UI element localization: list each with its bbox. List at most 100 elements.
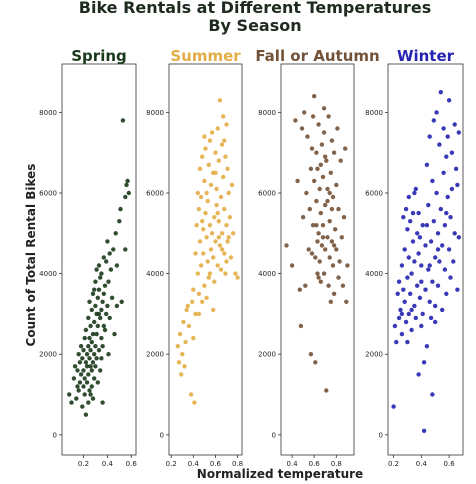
data-point <box>309 146 315 151</box>
data-point <box>212 279 217 284</box>
data-point <box>83 327 89 333</box>
data-point <box>327 219 332 224</box>
data-point <box>218 194 224 200</box>
data-point <box>336 275 341 280</box>
data-point <box>195 190 200 196</box>
data-point <box>321 130 327 135</box>
data-point <box>408 219 413 224</box>
data-point <box>412 259 417 264</box>
data-point <box>202 134 207 139</box>
data-point <box>431 219 436 224</box>
data-point <box>415 231 420 236</box>
data-point <box>314 223 319 228</box>
data-point <box>114 303 120 309</box>
data-point <box>82 392 87 397</box>
data-point <box>412 190 417 196</box>
x-tick-label: 0.8 <box>331 460 342 468</box>
data-point <box>453 166 459 171</box>
data-point <box>191 287 196 292</box>
data-point <box>430 178 435 184</box>
data-point <box>325 235 330 240</box>
y-tick-label: 6000 <box>258 189 276 197</box>
data-point <box>94 356 99 361</box>
data-point <box>433 303 438 309</box>
data-point <box>192 400 197 405</box>
data-point <box>96 348 102 353</box>
y-tick-label: 2000 <box>146 351 164 359</box>
y-tick-label: 2000 <box>365 351 383 359</box>
data-point <box>396 279 402 284</box>
data-point <box>84 364 90 369</box>
data-point <box>416 210 421 216</box>
data-point <box>212 215 217 220</box>
data-point <box>226 235 231 240</box>
data-point <box>197 239 203 244</box>
data-point <box>300 215 306 220</box>
panel-title: Spring <box>71 47 127 65</box>
data-point <box>217 98 223 103</box>
data-point <box>335 126 340 131</box>
data-point <box>88 364 93 369</box>
data-point <box>341 215 347 220</box>
data-point <box>427 263 432 268</box>
data-point <box>331 243 337 248</box>
data-point <box>185 303 190 309</box>
data-point <box>307 206 312 212</box>
data-point <box>409 327 414 333</box>
data-point <box>72 364 78 369</box>
data-point <box>398 307 403 313</box>
data-point <box>406 255 411 260</box>
data-point <box>190 299 195 304</box>
x-tick-label: 0.2 <box>78 460 89 468</box>
data-point <box>213 239 218 244</box>
y-tick-label: 0 <box>272 431 276 439</box>
data-point <box>438 90 443 95</box>
data-point <box>434 110 439 115</box>
y-tick-label: 4000 <box>365 270 383 278</box>
data-point <box>321 271 327 276</box>
data-point <box>201 251 206 256</box>
data-point <box>216 219 221 224</box>
data-point <box>299 126 305 131</box>
panel-frame <box>61 63 137 456</box>
y-tick-label: 4000 <box>146 270 164 278</box>
data-point <box>406 311 411 317</box>
data-point <box>410 210 416 216</box>
data-point <box>119 299 124 304</box>
data-point <box>293 118 298 123</box>
data-point <box>313 360 318 365</box>
data-point <box>88 323 93 329</box>
data-point <box>318 162 323 167</box>
data-point <box>441 170 446 175</box>
data-point <box>327 255 332 260</box>
y-tick-label: 2000 <box>258 351 276 359</box>
data-point <box>206 162 211 167</box>
data-point <box>328 170 333 175</box>
data-point <box>317 259 322 264</box>
data-point <box>328 299 333 304</box>
y-tick-label: 8000 <box>365 109 383 117</box>
data-point <box>219 231 225 236</box>
data-point <box>412 303 417 309</box>
data-point <box>77 380 83 385</box>
data-point <box>224 223 229 228</box>
data-point <box>310 114 316 119</box>
data-point <box>87 335 92 341</box>
data-point <box>409 271 414 276</box>
data-point <box>295 178 300 184</box>
x-tick-label: 0.6 <box>126 460 138 468</box>
data-point <box>81 368 86 373</box>
data-point <box>113 231 118 236</box>
data-point <box>437 142 442 147</box>
data-point <box>196 291 202 296</box>
data-point <box>202 178 207 184</box>
data-point <box>193 311 198 317</box>
data-point <box>98 275 103 280</box>
data-point <box>456 235 461 240</box>
data-point <box>84 380 90 385</box>
data-point <box>326 283 331 288</box>
data-point <box>222 138 227 143</box>
data-point <box>123 194 128 200</box>
data-point <box>427 134 432 139</box>
data-point <box>401 287 406 292</box>
